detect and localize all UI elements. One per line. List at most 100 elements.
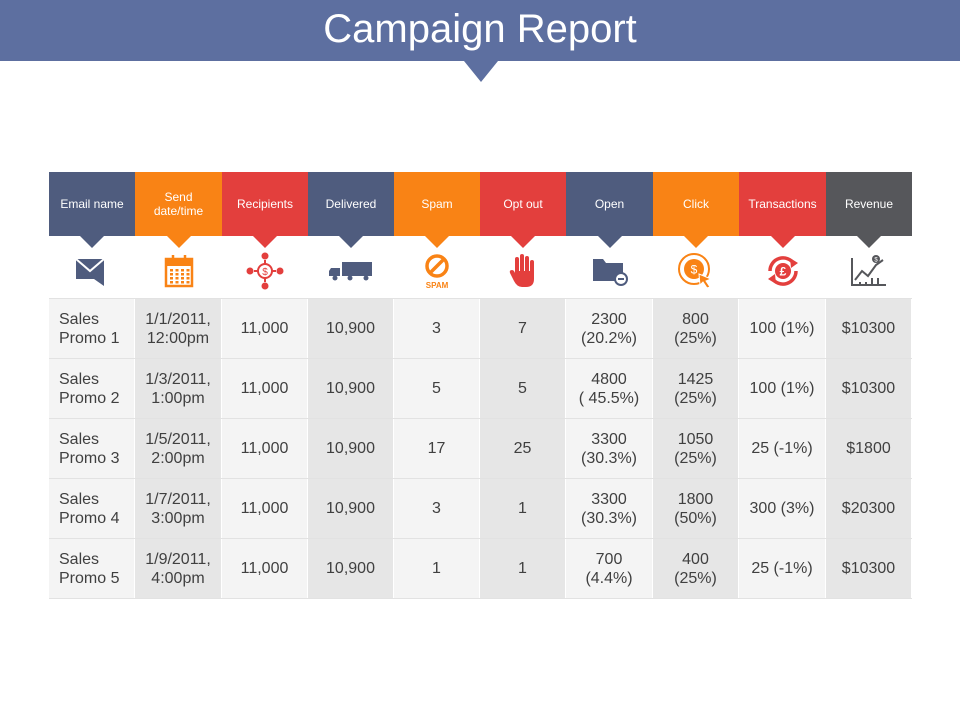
cell-value: Sales Promo 5 <box>59 550 120 587</box>
cell-opt-out: 1 <box>480 479 566 538</box>
svg-text:£: £ <box>779 265 786 279</box>
cell-delivered: 10,900 <box>308 479 394 538</box>
cell-open: 3300 (30.3%) <box>566 419 653 478</box>
cell-value: 800 (25%) <box>674 310 717 347</box>
cell-value: 1/5/2011, 2:00pm <box>145 430 211 467</box>
truck-icon <box>308 236 394 298</box>
folder-minus-icon <box>566 236 653 298</box>
cell-value: $10300 <box>841 320 896 337</box>
title-banner <box>0 0 960 61</box>
header-pointer <box>857 236 881 248</box>
cell-revenue: $1800 <box>826 419 912 478</box>
column-header-label: Spam <box>421 197 453 211</box>
cell-value: 10,900 <box>326 500 375 517</box>
cell-value: 2300 (20.2%) <box>580 310 638 347</box>
cell-value: 1 <box>518 560 527 577</box>
cell-value: 11,000 <box>240 380 289 397</box>
column-header-label: Send date/time <box>153 190 204 218</box>
cell-value: 17 <box>427 440 446 457</box>
column-header-label: Click <box>683 197 709 211</box>
cell-value: 100 (1%) <box>749 320 815 337</box>
cell-email-name: Sales Promo 3 <box>49 419 135 478</box>
cell-value: 1050 (25%) <box>674 430 717 467</box>
header-pointer <box>684 236 708 248</box>
column-header-label: Open <box>594 197 625 211</box>
cell-open: 3300 (30.3%) <box>566 479 653 538</box>
cell-value: 100 (1%) <box>749 380 815 397</box>
cell-value: 25 <box>513 440 532 457</box>
cell-value: $10300 <box>841 380 896 397</box>
cell-send-datetime: 1/5/2011, 2:00pm <box>135 419 222 478</box>
cell-recipients: 11,000 <box>222 299 308 358</box>
cell-value: 10,900 <box>326 320 375 337</box>
header-row: Email name Send date/time Recipients Delive… <box>49 172 912 248</box>
spam-icon: SPAM <box>394 236 480 298</box>
network-dollar-icon: $ <box>222 236 308 298</box>
cell-value: 11,000 <box>240 440 289 457</box>
cell-send-datetime: 1/9/2011, 4:00pm <box>135 539 222 598</box>
cell-value: 1425 (25%) <box>674 370 717 407</box>
cell-value: 4800 ( 45.5%) <box>578 370 640 407</box>
header-pointer <box>597 236 622 248</box>
cell-open: 700 (4.4%) <box>566 539 653 598</box>
column-header-label: Email name <box>60 197 124 211</box>
cell-open: 2300 (20.2%) <box>566 299 653 358</box>
cell-opt-out: 25 <box>480 419 566 478</box>
cell-recipients: 11,000 <box>222 359 308 418</box>
cell-spam: 1 <box>394 539 480 598</box>
cell-value: 1/7/2011, 3:00pm <box>145 490 211 527</box>
svg-text:$: $ <box>262 267 268 278</box>
table-row: Sales Promo 2 1/3/2011, 1:00pm 11,000 10,90… <box>49 358 912 418</box>
cell-value: Sales Promo 4 <box>59 490 120 527</box>
cell-value: 5 <box>518 380 527 397</box>
table-body: Sales Promo 1 1/1/2011, 12:00pm 11,000 10,9… <box>49 298 912 599</box>
column-header-label: Transactions <box>748 197 817 211</box>
cell-transactions: 25 (-1%) <box>739 419 826 478</box>
cell-value: 3 <box>432 320 441 337</box>
dollar-click-icon: $ <box>653 236 739 298</box>
column-header-opt-out: Opt out <box>480 172 566 248</box>
cell-transactions: 100 (1%) <box>739 299 826 358</box>
cell-value: $10300 <box>841 560 896 577</box>
cell-click: 800 (25%) <box>653 299 739 358</box>
cell-value: 1800 (50%) <box>674 490 717 527</box>
cell-value: 1 <box>432 560 441 577</box>
cell-email-name: Sales Promo 4 <box>49 479 135 538</box>
column-header-spam: Spam <box>394 172 480 248</box>
campaign-report-table: Email name Send date/time Recipients Delive… <box>49 172 912 599</box>
cell-email-name: Sales Promo 2 <box>49 359 135 418</box>
cell-value: 3300 (30.3%) <box>580 490 638 527</box>
header-pointer <box>166 236 191 248</box>
cell-transactions: 25 (-1%) <box>739 539 826 598</box>
cell-delivered: 10,900 <box>308 539 394 598</box>
cell-value: 25 (-1%) <box>751 440 813 457</box>
cell-recipients: 11,000 <box>222 539 308 598</box>
cell-value: 3300 (30.3%) <box>580 430 638 467</box>
cell-transactions: 300 (3%) <box>739 479 826 538</box>
icon-row: $ SPAM $ £ $ <box>49 236 912 298</box>
table-row: Sales Promo 3 1/5/2011, 2:00pm 11,000 10,90… <box>49 418 912 478</box>
cell-value: 10,900 <box>326 380 375 397</box>
cell-send-datetime: 1/7/2011, 3:00pm <box>135 479 222 538</box>
column-header-recipients: Recipients <box>222 172 308 248</box>
cell-value: 1/1/2011, 12:00pm <box>145 310 211 347</box>
hand-stop-icon <box>480 236 566 298</box>
cell-opt-out: 7 <box>480 299 566 358</box>
cell-send-datetime: 1/3/2011, 1:00pm <box>135 359 222 418</box>
cell-send-datetime: 1/1/2011, 12:00pm <box>135 299 222 358</box>
column-header-label: Opt out <box>503 197 543 211</box>
cell-value: 5 <box>432 380 441 397</box>
cell-spam: 3 <box>394 299 480 358</box>
title-pointer <box>464 61 498 82</box>
cell-value: 1/9/2011, 4:00pm <box>145 550 211 587</box>
page-title: Campaign Report <box>323 7 637 51</box>
cell-open: 4800 ( 45.5%) <box>566 359 653 418</box>
cell-value: Sales Promo 2 <box>59 370 120 407</box>
column-header-email-name: Email name <box>49 172 135 248</box>
cell-click: 1050 (25%) <box>653 419 739 478</box>
cell-value: 11,000 <box>240 560 289 577</box>
header-pointer <box>80 236 104 248</box>
cell-delivered: 10,900 <box>308 419 394 478</box>
cell-revenue: $20300 <box>826 479 912 538</box>
header-pointer <box>339 236 363 248</box>
